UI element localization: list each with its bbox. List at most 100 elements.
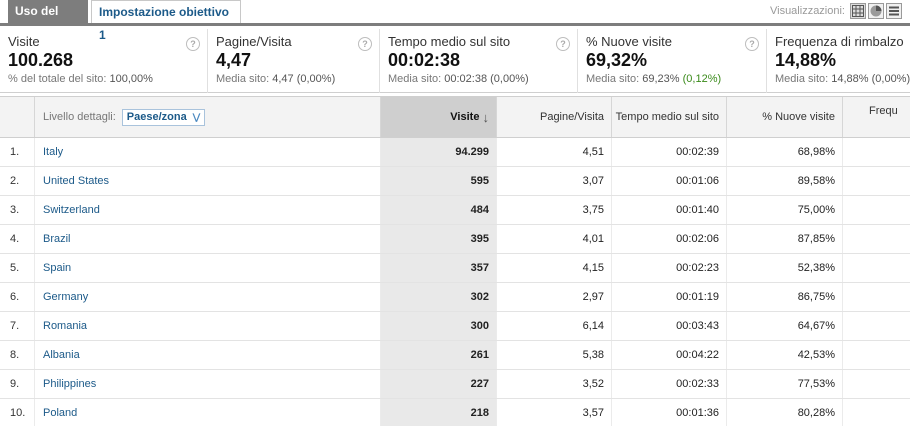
pages-per-visit-value: 3,07	[496, 167, 611, 195]
country-link[interactable]: Italy	[34, 138, 380, 166]
table-row: 9. Philippines 227 3,52 00:02:33 77,53%	[0, 370, 910, 399]
row-index: 2.	[10, 175, 20, 187]
row-index: 10.	[10, 407, 26, 419]
table-row: 8. Albania 261 5,38 00:04:22 42,53%	[0, 341, 910, 370]
tab-site-usage[interactable]: Uso del sito	[8, 0, 88, 41]
column-header-bounce-rate[interactable]: Frequ	[842, 97, 910, 137]
column-header-visits[interactable]: Visite ↓	[380, 97, 496, 137]
metric-label: Pagine/Visita	[216, 34, 292, 49]
bounce-rate-value	[842, 167, 910, 195]
pages-per-visit-value: 4,15	[496, 254, 611, 282]
table-row: 6. Germany 302 2,97 00:01:19 86,75%	[0, 283, 910, 312]
help-icon[interactable]: ?	[186, 37, 200, 51]
avg-time-value: 00:02:06	[611, 225, 726, 253]
new-visits-value: 87,85%	[726, 225, 842, 253]
visits-value: 595	[380, 167, 496, 195]
metric-value: 4,47	[216, 50, 252, 70]
metric-value: 100.268	[8, 50, 74, 70]
help-icon[interactable]: ?	[358, 37, 372, 51]
pages-per-visit-value: 4,51	[496, 138, 611, 166]
table-row: 3. Switzerland 484 3,75 00:01:40 75,00%	[0, 196, 910, 225]
metric-sub: Media sito: 69,23% (0,12%)	[586, 73, 722, 85]
new-visits-value: 77,53%	[726, 370, 842, 398]
table-row: 10. Poland 218 3,57 00:01:36 80,28%	[0, 399, 910, 426]
column-header-new-visits[interactable]: % Nuove visite	[726, 97, 842, 137]
metric-sub: Media sito: 4,47 (0,00%)	[216, 73, 336, 85]
avg-time-value: 00:01:06	[611, 167, 726, 195]
list-view-icon[interactable]	[886, 3, 902, 19]
row-index: 7.	[10, 320, 20, 332]
tab-goal-set-1[interactable]: Impostazione obiettivo 1	[91, 0, 241, 42]
dimension-dropdown[interactable]: Paese/zona ⋁	[121, 108, 206, 126]
visits-value: 94.299	[380, 138, 496, 166]
new-visits-value: 80,28%	[726, 399, 842, 426]
help-icon[interactable]: ?	[556, 37, 570, 51]
metric-label: Tempo medio sul sito	[388, 34, 511, 49]
metric-sub: Media sito: 14,88% (0,00%)	[775, 73, 910, 85]
pie-view-icon[interactable]	[868, 3, 884, 19]
pages-per-visit-value: 3,75	[496, 196, 611, 224]
table-row: 1. Italy 94.299 4,51 00:02:39 68,98%	[0, 138, 910, 167]
view-switcher: Visualizzazioni:	[770, 2, 902, 20]
row-index: 5.	[10, 262, 20, 274]
country-link[interactable]: Germany	[34, 283, 380, 311]
metric-label: Visite	[8, 34, 40, 49]
row-index: 8.	[10, 349, 20, 361]
metric-sub: Media sito: 00:02:38 (0,00%)	[388, 73, 529, 85]
country-link[interactable]: Romania	[34, 312, 380, 340]
metric-pages-per-visit: Pagine/Visita 4,47 Media sito: 4,47 (0,0…	[208, 29, 380, 93]
dimension-label: Livello dettagli:	[43, 111, 116, 123]
dimension-selector: Livello dettagli: Paese/zona ⋁	[34, 97, 380, 137]
country-link[interactable]: Switzerland	[34, 196, 380, 224]
pages-per-visit-value: 2,97	[496, 283, 611, 311]
table-row: 2. United States 595 3,07 00:01:06 89,58…	[0, 167, 910, 196]
row-index: 6.	[10, 291, 20, 303]
avg-time-value: 00:01:40	[611, 196, 726, 224]
visits-value: 302	[380, 283, 496, 311]
bounce-rate-value	[842, 254, 910, 282]
visits-value: 300	[380, 312, 496, 340]
new-visits-value: 86,75%	[726, 283, 842, 311]
table-row: 5. Spain 357 4,15 00:02:23 52,38%	[0, 254, 910, 283]
metric-label: % Nuove visite	[586, 34, 672, 49]
country-link[interactable]: Spain	[34, 254, 380, 282]
table-row: 4. Brazil 395 4,01 00:02:06 87,85%	[0, 225, 910, 254]
column-header-pages-per-visit[interactable]: Pagine/Visita	[496, 97, 611, 137]
pages-per-visit-value: 3,52	[496, 370, 611, 398]
country-link[interactable]: Philippines	[34, 370, 380, 398]
metric-sub: % del totale del sito: 100,00%	[8, 73, 153, 85]
bounce-rate-value	[842, 312, 910, 340]
country-link[interactable]: United States	[34, 167, 380, 195]
country-link[interactable]: Poland	[34, 399, 380, 426]
views-label: Visualizzazioni:	[769, 5, 845, 17]
avg-time-value: 00:02:33	[611, 370, 726, 398]
row-index: 4.	[10, 233, 20, 245]
metric-value: 00:02:38	[388, 50, 461, 70]
pages-per-visit-value: 6,14	[496, 312, 611, 340]
bounce-rate-value	[842, 399, 910, 426]
country-link[interactable]: Brazil	[34, 225, 380, 253]
avg-time-value: 00:01:19	[611, 283, 726, 311]
table-view-icon[interactable]	[850, 3, 866, 19]
country-link[interactable]: Albania	[34, 341, 380, 369]
visits-value: 395	[380, 225, 496, 253]
metric-label: Frequenza di rimbalzo	[775, 34, 904, 49]
delta-value: (0,12%)	[682, 73, 722, 85]
bounce-rate-value	[842, 138, 910, 166]
sort-arrow-icon: ↓	[482, 109, 490, 125]
bounce-rate-value	[842, 370, 910, 398]
table-header: Livello dettagli: Paese/zona ⋁ Visite ↓ …	[0, 96, 910, 138]
column-header-avg-time[interactable]: Tempo medio sul sito	[611, 97, 726, 137]
new-visits-value: 68,98%	[726, 138, 842, 166]
pages-per-visit-value: 3,57	[496, 399, 611, 426]
avg-time-value: 00:02:23	[611, 254, 726, 282]
metric-new-visits: % Nuove visite 69,32% Media sito: 69,23%…	[578, 29, 767, 93]
visits-value: 357	[380, 254, 496, 282]
dimension-value: Paese/zona	[126, 111, 187, 123]
avg-time-value: 00:01:36	[611, 399, 726, 426]
help-icon[interactable]: ?	[745, 37, 759, 51]
bounce-rate-value	[842, 196, 910, 224]
new-visits-value: 42,53%	[726, 341, 842, 369]
new-visits-value: 52,38%	[726, 254, 842, 282]
visits-value: 261	[380, 341, 496, 369]
